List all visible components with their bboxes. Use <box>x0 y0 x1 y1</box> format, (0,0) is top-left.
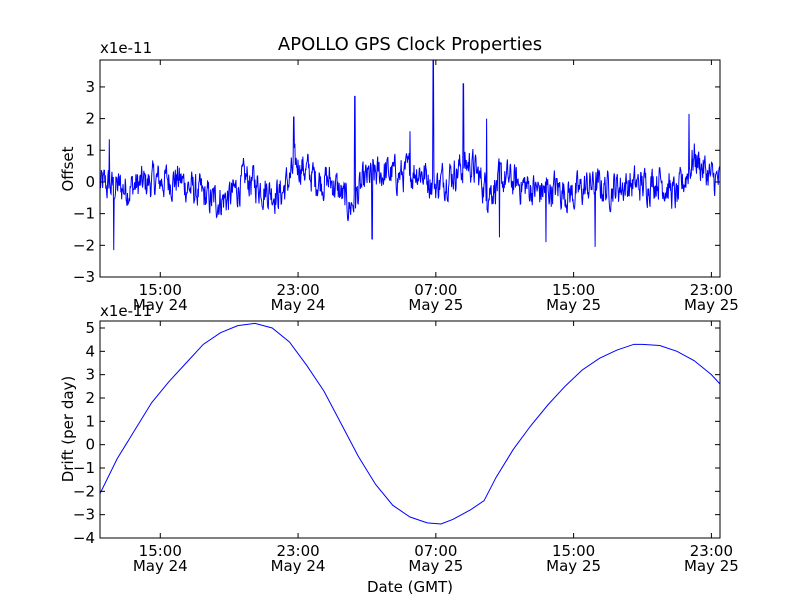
offset-xtick-date: May 25 <box>684 296 739 314</box>
drift-ytick-label: −4 <box>73 529 95 547</box>
offset-xtick-time: 23:00 <box>690 281 733 299</box>
offset-series-line <box>100 60 720 251</box>
offset-xtick-date: May 24 <box>133 296 188 314</box>
offset-ytick-label: 1 <box>85 141 95 159</box>
offset-xtick-date: May 24 <box>271 296 326 314</box>
offset-xtick-date: May 25 <box>546 296 601 314</box>
chart-title: APOLLO GPS Clock Properties <box>278 34 542 55</box>
drift-xtick-date: May 25 <box>546 557 601 575</box>
drift-xtick-time: 15:00 <box>552 542 595 560</box>
drift-xtick-date: May 25 <box>684 557 739 575</box>
drift-ytick-label: 4 <box>85 342 95 360</box>
offset-ytick-label: −1 <box>73 205 95 223</box>
drift-series-line <box>100 322 720 525</box>
drift-series-group <box>100 322 720 525</box>
offset-series-group <box>100 60 720 251</box>
drift-ytick-label: 5 <box>85 319 95 337</box>
offset-ytick-label: 3 <box>85 78 95 96</box>
offset-ylabel: Offset <box>59 146 77 191</box>
offset-ytick-label: 0 <box>85 173 95 191</box>
drift-ytick-label: −2 <box>73 482 95 500</box>
drift-panel: x1e-11 Drift (per day) Date (GMT) 5 4 3 2 1 0… <box>59 302 739 596</box>
offset-ytick-label: −2 <box>73 236 95 254</box>
drift-ytick-label: −1 <box>73 459 95 477</box>
drift-xtick-date: May 25 <box>408 557 463 575</box>
drift-xtick-date: May 24 <box>271 557 326 575</box>
drift-ytick-label: 1 <box>85 412 95 430</box>
drift-plot-frame <box>99 320 721 539</box>
drift-ytick-label: 0 <box>85 436 95 454</box>
drift-multiplier: x1e-11 <box>100 302 152 320</box>
offset-multiplier: x1e-11 <box>100 39 152 57</box>
drift-xtick-time: 15:00 <box>139 542 182 560</box>
offset-xtick-time: 07:00 <box>414 281 457 299</box>
drift-ytick-label: 3 <box>85 366 95 384</box>
drift-xlabel: Date (GMT) <box>367 578 453 596</box>
drift-ytick-label: 2 <box>85 389 95 407</box>
drift-xtick-time: 23:00 <box>690 542 733 560</box>
offset-xtick-time: 15:00 <box>552 281 595 299</box>
offset-ytick-label: 2 <box>85 110 95 128</box>
drift-xtick-time: 07:00 <box>414 542 457 560</box>
offset-xtick-time: 15:00 <box>139 281 182 299</box>
drift-xtick-date: May 24 <box>133 557 188 575</box>
offset-plot-frame <box>99 59 721 278</box>
drift-ylabel: Drift (per day) <box>59 376 77 483</box>
offset-ytick-label: −3 <box>73 268 95 286</box>
drift-ytick-label: −3 <box>73 506 95 524</box>
drift-xtick-time: 23:00 <box>276 542 319 560</box>
offset-xtick-date: May 25 <box>408 296 463 314</box>
offset-xtick-time: 23:00 <box>276 281 319 299</box>
